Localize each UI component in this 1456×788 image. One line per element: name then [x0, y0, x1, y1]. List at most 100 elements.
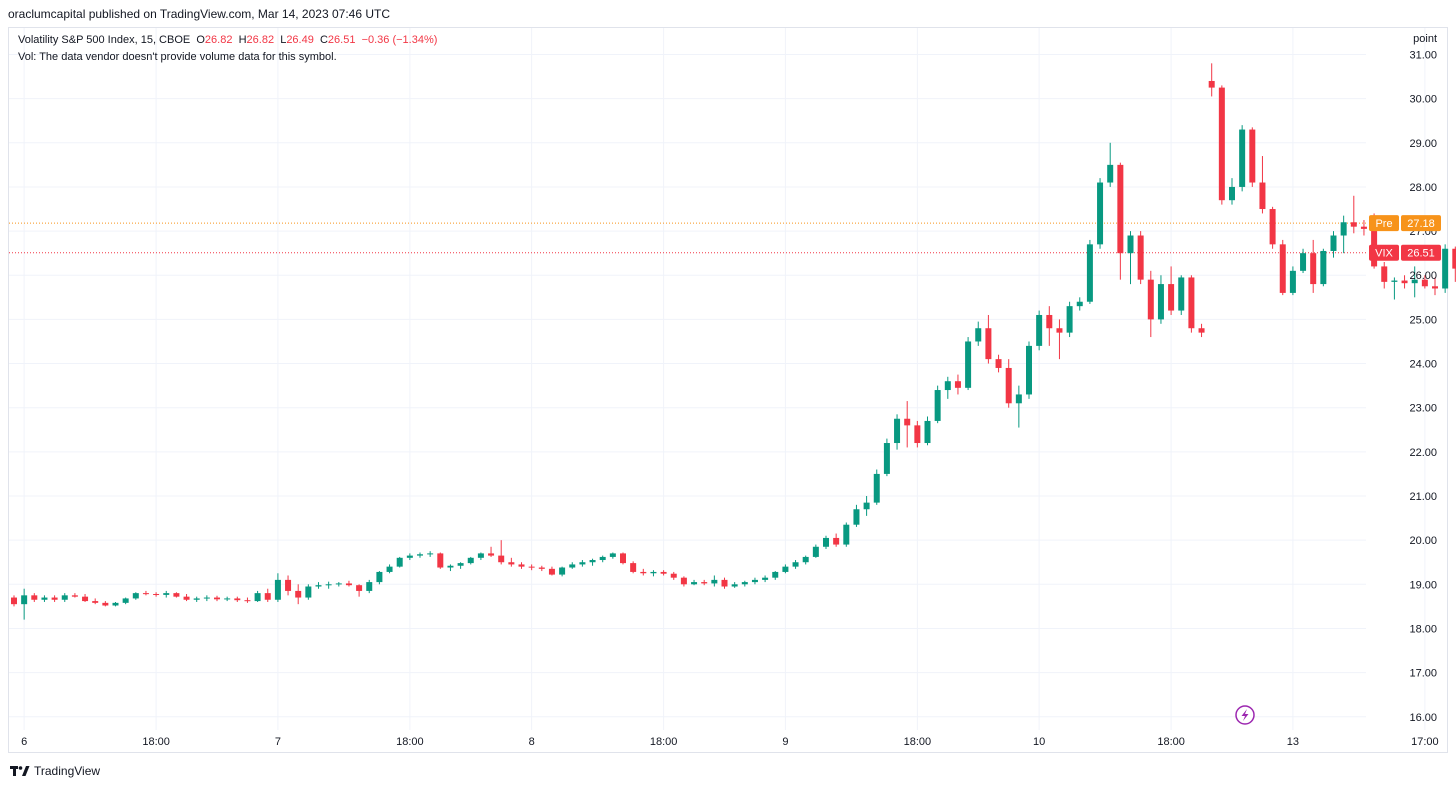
candle-body: [1442, 248, 1449, 289]
candle-body: [528, 566, 535, 568]
price-tick-label: 25.00: [1409, 314, 1437, 326]
time-tick-label: 18:00: [904, 736, 932, 748]
candle-body: [1452, 248, 1456, 269]
candle-body: [802, 556, 809, 563]
candle-body: [315, 585, 322, 587]
candle-body: [224, 598, 231, 600]
price-tick-label: 26.00: [1409, 270, 1437, 282]
candle-body: [305, 586, 312, 598]
candle-body: [1269, 209, 1276, 245]
candle-body: [1137, 235, 1144, 280]
candle-body: [711, 579, 718, 584]
candle-body: [193, 598, 200, 600]
time-tick-label: 10: [1033, 736, 1045, 748]
candle-body: [934, 390, 941, 421]
price-tick-label: 24.00: [1409, 359, 1437, 371]
candle-body: [894, 418, 901, 444]
candle-body: [640, 571, 647, 574]
time-tick-label: 13: [1287, 736, 1299, 748]
candle-body: [356, 585, 363, 591]
price-badges: Pre 27.18 VIX 26.51: [1369, 215, 1441, 261]
badge-vix-value: 26.51: [1407, 248, 1435, 260]
candle-body: [477, 553, 484, 558]
candle-body: [285, 579, 292, 591]
high-label: H: [238, 34, 247, 46]
open-label: O: [196, 34, 205, 46]
candle-body: [751, 579, 758, 583]
candle-body: [670, 573, 677, 578]
candle-body: [396, 557, 403, 567]
candle-body: [508, 562, 515, 565]
candle-body: [1127, 235, 1134, 254]
price-tick-label: 23.00: [1409, 403, 1437, 415]
candle-body: [254, 593, 261, 602]
candle-body: [1239, 129, 1246, 187]
candle-body: [538, 567, 545, 569]
candle-body: [203, 597, 210, 599]
candle-body: [792, 562, 799, 567]
candle-body: [163, 593, 170, 595]
badge-pre-label: Pre: [1375, 218, 1392, 230]
candle-body: [975, 328, 982, 342]
candle-body: [691, 582, 698, 585]
candle-body: [1340, 222, 1347, 236]
badge-pre-tag: [1369, 215, 1399, 232]
candle-body: [132, 593, 139, 599]
candle-body: [609, 553, 616, 557]
time-tick-label: 17:00: [1411, 736, 1439, 748]
change-value: −0.36 (−1.34%): [361, 34, 438, 46]
candle-body: [41, 597, 48, 600]
time-tick-label: 6: [21, 736, 27, 748]
candle-body: [244, 600, 251, 602]
candle-body: [853, 509, 860, 525]
candle-body: [325, 584, 332, 586]
candle-body: [721, 579, 728, 587]
candle-body: [904, 418, 911, 426]
candle-body: [467, 557, 474, 564]
candle-body: [1259, 182, 1266, 210]
tradingview-logo-icon: [10, 766, 30, 776]
candle-body: [1360, 226, 1367, 229]
candle-body: [406, 555, 413, 558]
candle-body: [1381, 266, 1388, 282]
badge-vix-tag: [1369, 244, 1399, 261]
candle-body: [883, 443, 890, 474]
price-axis[interactable]: point 16.00 17.00 18.00 19.00 20.00 21.00 22.0…: [1409, 33, 1437, 724]
candle-body: [82, 596, 89, 602]
candle-body: [417, 554, 423, 556]
badge-pre-value: 27.18: [1407, 218, 1435, 230]
candle-body: [1249, 129, 1256, 183]
lightning-button[interactable]: [1235, 705, 1255, 725]
candle-body: [1411, 279, 1418, 284]
candle-body: [833, 537, 840, 545]
candle-body: [295, 590, 302, 598]
candle-body: [1218, 87, 1225, 201]
candle-body: [843, 524, 850, 545]
price-tick-label: 21.00: [1409, 491, 1437, 503]
candle-body: [61, 595, 68, 600]
time-axis[interactable]: 618:00718:00818:00918:001018:001317:0014…: [21, 736, 1456, 748]
candle-body: [985, 328, 992, 360]
high-value: 26.82: [246, 34, 275, 46]
candle-body: [660, 571, 667, 574]
candles: [11, 63, 1456, 620]
candle-body: [924, 420, 931, 444]
candle-body: [995, 359, 1002, 368]
candle-body: [579, 562, 586, 565]
candle-body: [21, 595, 28, 605]
price-tick-label: 16.00: [1409, 712, 1437, 724]
candle-body: [376, 571, 383, 583]
price-tick-label: 30.00: [1409, 94, 1437, 106]
tradingview-footer[interactable]: TradingView: [10, 764, 100, 778]
candle-body: [1107, 164, 1114, 183]
candle-body: [1401, 280, 1408, 284]
candle-body: [1117, 164, 1124, 254]
candle-body: [153, 594, 160, 596]
candle-body: [1279, 244, 1286, 293]
badge-pre-value-box: [1401, 215, 1441, 232]
candle-body: [1178, 277, 1185, 311]
open-value: 26.82: [204, 34, 233, 46]
candle-body: [569, 564, 576, 568]
volume-note: Vol: The data vendor doesn't provide vol…: [18, 51, 337, 63]
